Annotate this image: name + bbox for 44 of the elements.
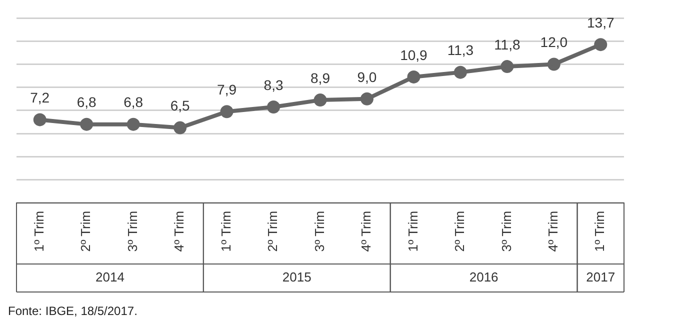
data-label: 6,8 — [76, 94, 97, 110]
x-tick-label: 1º Trim — [592, 210, 608, 252]
data-label: 6,5 — [170, 98, 190, 114]
x-tick-label: 3º Trim — [312, 210, 327, 252]
x-tick-label: 4º Trim — [545, 210, 560, 252]
x-tick-label: 4º Trim — [172, 210, 187, 252]
data-label: 11,8 — [494, 36, 520, 52]
point — [174, 121, 187, 134]
data-label: 10,9 — [400, 46, 428, 63]
x-tick-label: 2º Trim — [452, 210, 468, 252]
point — [407, 70, 420, 84]
point — [360, 92, 374, 106]
point — [267, 100, 280, 114]
source-note: Fonte: IBGE, 18/5/2017. — [8, 304, 138, 318]
data-label: 8,3 — [264, 76, 284, 93]
point — [454, 66, 467, 79]
point — [500, 60, 514, 74]
point — [547, 58, 560, 71]
x-tick-label: 4º Trim — [358, 210, 374, 252]
data-label: 7,9 — [217, 81, 237, 98]
x-tick-label: 2º Trim — [78, 210, 94, 252]
point — [594, 38, 608, 52]
x-tick-label: 1º Trim — [218, 210, 234, 252]
data-label: 13,7 — [587, 14, 614, 30]
data-label: 11,3 — [447, 42, 474, 58]
point — [314, 94, 327, 107]
x-tick-label: 3º Trim — [498, 210, 514, 252]
data-label: 7,2 — [30, 90, 50, 106]
point — [220, 105, 234, 118]
point — [33, 113, 46, 126]
x-tick-label: 3º Trim — [124, 210, 140, 252]
x-tick-label: 1º Trim — [31, 210, 46, 252]
data-label: 12,0 — [540, 34, 568, 50]
data-label: 6,8 — [124, 94, 144, 110]
text: 2017 — [586, 270, 616, 285]
data-label: 8,9 — [310, 70, 330, 86]
text: 2015 — [282, 270, 312, 285]
point — [126, 118, 140, 131]
data-label: 9,0 — [357, 68, 377, 85]
point — [80, 118, 94, 131]
text: 2016 — [469, 270, 498, 285]
text: 2014 — [96, 270, 124, 285]
x-tick-label: 1º Trim — [405, 210, 420, 252]
x-tick-label: 2º Trim — [265, 210, 280, 252]
